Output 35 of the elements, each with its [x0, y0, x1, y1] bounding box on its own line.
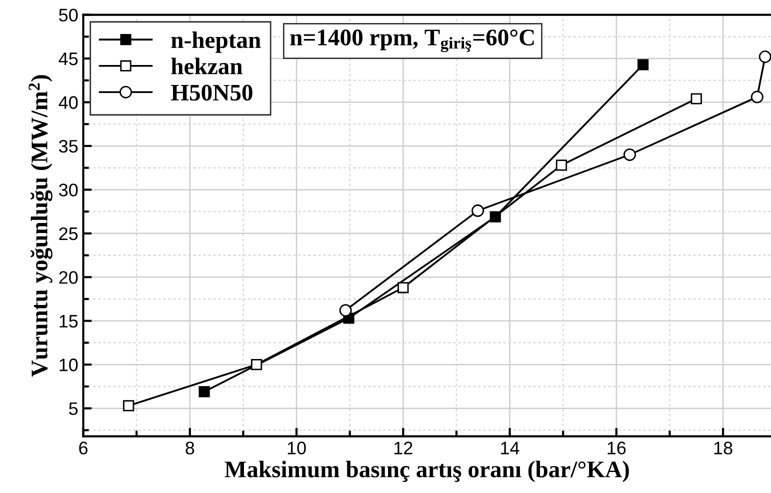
y-tick-label: 20	[59, 271, 78, 284]
x-tick-label: 14	[501, 442, 520, 454]
y-tick-label: 25	[59, 227, 78, 240]
x-axis-title: Maksimum basınç artış oranı (bar/°KA)	[224, 460, 629, 482]
x-tick-label: 16	[608, 442, 626, 454]
x-tick-label: 6	[79, 442, 88, 454]
y-tick-label: 35	[59, 140, 78, 153]
legend-label: H50N50	[171, 84, 252, 101]
point	[750, 90, 764, 104]
x-tick-label: 12	[394, 442, 412, 454]
point	[398, 282, 409, 294]
point	[637, 59, 649, 70]
point	[339, 304, 352, 317]
x-tick-label: 8	[186, 442, 194, 454]
y-tick-label: 30	[59, 184, 78, 196]
y-tick-label: 5	[69, 402, 78, 416]
y-tick-label: 50	[59, 8, 78, 22]
annotation: n=1400 rpm, T$_{giriş}$=60°C	[290, 30, 534, 52]
y-tick-label: 10	[60, 358, 78, 372]
point	[556, 160, 568, 171]
point	[250, 359, 262, 370]
x-tick-label: 10	[288, 442, 306, 454]
point	[690, 93, 702, 104]
y-tick-label: 15	[60, 314, 78, 328]
point	[198, 386, 210, 398]
legend-label: hekzan	[171, 58, 242, 74]
point	[472, 204, 484, 217]
point	[758, 50, 771, 64]
x-tick-label: 18	[714, 442, 732, 454]
y-axis-title: Vuruntu yoğunluğu (MW/m$^{2}$)	[28, 75, 52, 377]
y-tick-label: 45	[58, 52, 78, 66]
point	[623, 148, 636, 161]
legend-label: n-heptan	[171, 31, 261, 53]
y-tick-label: 40	[58, 96, 78, 109]
point	[123, 400, 134, 412]
